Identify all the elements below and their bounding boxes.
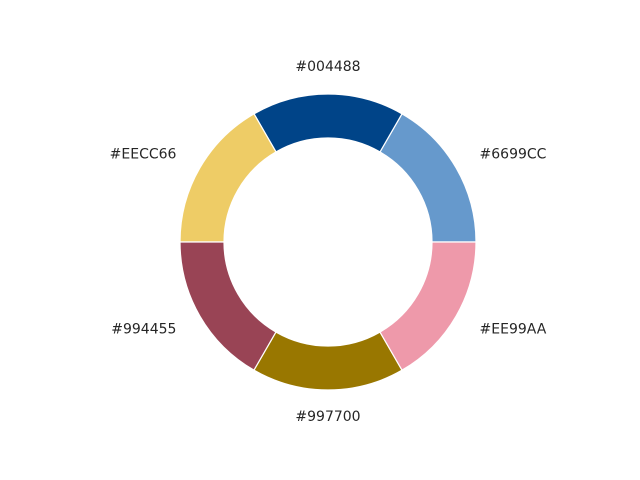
donut-slice [179,241,277,371]
slice-label: #EE99AA [480,322,547,338]
donut-slice [179,113,277,243]
slice-label: #004488 [295,59,360,75]
slice-label: #997700 [295,409,360,425]
slice-label: #994455 [111,322,176,338]
labels-layer: #6699CC #004488 #EECC66 #994455 #997700 #EE99… [110,59,547,425]
donut-slice [253,93,403,153]
donut-slice [253,331,403,391]
donut-slice [379,113,477,243]
slice-label: #6699CC [480,147,547,163]
slice-label: #EECC66 [110,147,177,163]
slices-layer [179,93,477,391]
donut-slice [379,241,477,371]
